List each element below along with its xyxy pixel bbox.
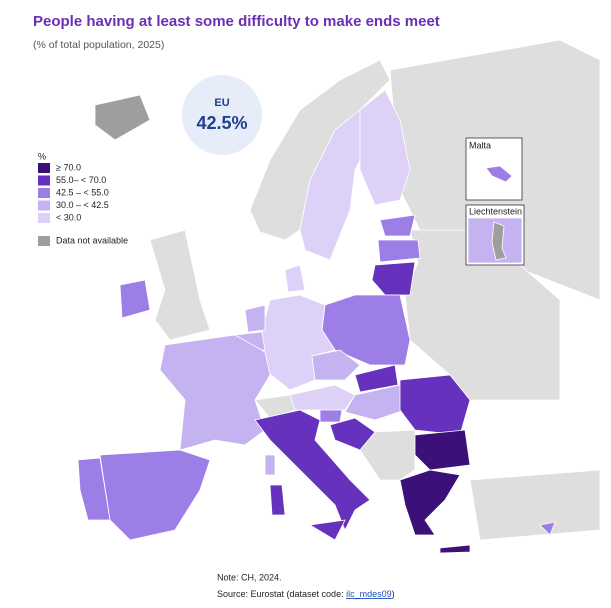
legend-label: 42.5 – < 55.0 — [56, 187, 109, 197]
country-region — [99, 449, 211, 541]
country-region — [377, 239, 421, 263]
source-link[interactable]: ilc_mdes09 — [346, 589, 392, 599]
country-region — [289, 384, 356, 411]
legend-swatch — [38, 213, 50, 223]
country-region — [269, 484, 286, 516]
country-region — [539, 521, 556, 536]
eu-regions — [77, 89, 556, 554]
inset-label: Liechtenstein — [469, 206, 522, 216]
inset-label: Malta — [469, 140, 491, 150]
country-region — [244, 304, 266, 333]
legend-title: % — [38, 151, 46, 161]
country-region — [308, 519, 346, 541]
country-region — [379, 214, 416, 237]
country-region — [311, 349, 361, 381]
country-region — [254, 409, 371, 531]
country-region — [371, 261, 416, 296]
country-region — [359, 89, 411, 206]
legend-label: 55.0– < 70.0 — [56, 175, 106, 185]
country-region — [329, 417, 376, 451]
badge-value: 42.5% — [196, 113, 247, 133]
country-region — [319, 409, 343, 423]
legend-label: ≥ 70.0 — [56, 162, 81, 172]
country-region — [284, 264, 306, 293]
inset-region — [485, 165, 513, 183]
legend-label: < 30.0 — [56, 212, 81, 222]
legend-swatch — [38, 200, 50, 211]
subtitle: (% of total population, 2025) — [33, 39, 164, 51]
source-text: ) — [392, 589, 395, 599]
country-region — [439, 544, 471, 554]
legend-swatch — [38, 236, 50, 246]
legend-swatch — [38, 163, 50, 173]
title: People having at least some difficulty t… — [33, 13, 440, 30]
country-region — [159, 334, 271, 451]
country-region — [354, 364, 399, 393]
country-region — [344, 384, 406, 421]
country-region — [399, 469, 461, 536]
badge-label: EU — [214, 97, 229, 109]
country-region — [264, 454, 276, 476]
legend-label: Data not available — [56, 235, 128, 245]
region-na — [94, 94, 151, 141]
note: Note: CH, 2024. — [217, 572, 282, 582]
background-land — [149, 39, 601, 541]
source-text: Source: Eurostat (dataset code: — [217, 589, 346, 599]
country-region — [119, 279, 151, 319]
country-region — [77, 457, 111, 521]
legend: ≥ 70.0 55.0– < 70.0 42.5 – < 55.0 30.0 – < … — [38, 162, 128, 246]
source: Source: Eurostat (dataset code: ilc_mdes… — [217, 589, 395, 599]
legend-swatch — [38, 188, 50, 198]
country-region — [414, 429, 471, 471]
legend-swatch — [38, 175, 50, 186]
legend-label: 30.0 – < 42.5 — [56, 200, 109, 210]
eu-badge — [182, 75, 262, 155]
inset-region — [491, 221, 507, 261]
